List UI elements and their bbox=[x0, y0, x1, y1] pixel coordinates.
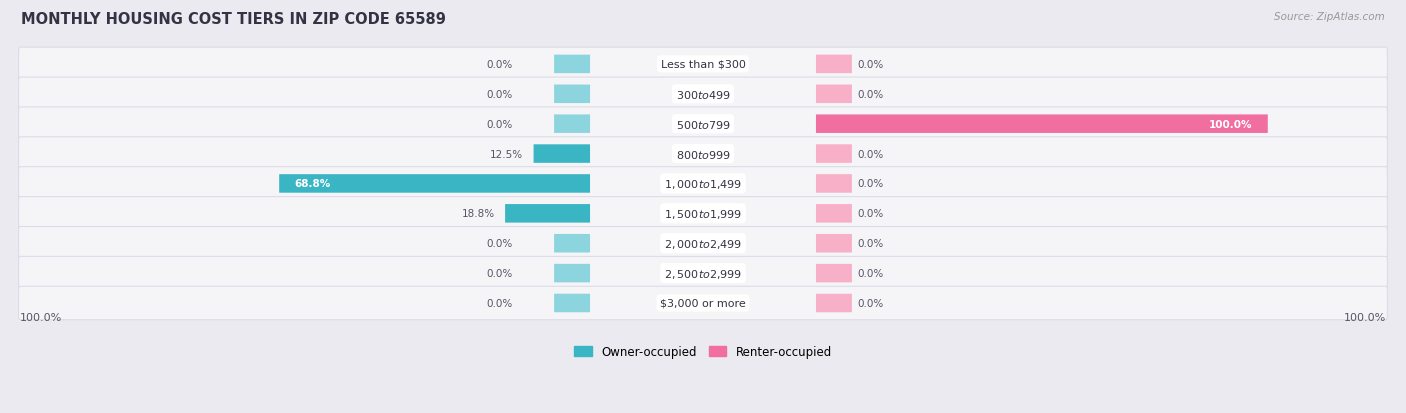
Text: 0.0%: 0.0% bbox=[858, 239, 883, 249]
Text: 0.0%: 0.0% bbox=[858, 179, 883, 189]
FancyBboxPatch shape bbox=[18, 138, 1388, 171]
Text: 0.0%: 0.0% bbox=[858, 298, 883, 308]
Legend: Owner-occupied, Renter-occupied: Owner-occupied, Renter-occupied bbox=[569, 341, 837, 363]
Text: Less than $300: Less than $300 bbox=[661, 60, 745, 70]
Text: 0.0%: 0.0% bbox=[858, 268, 883, 278]
FancyBboxPatch shape bbox=[18, 48, 1388, 81]
Text: 0.0%: 0.0% bbox=[486, 239, 513, 249]
Text: 0.0%: 0.0% bbox=[486, 298, 513, 308]
FancyBboxPatch shape bbox=[554, 235, 591, 253]
Text: $2,500 to $2,999: $2,500 to $2,999 bbox=[664, 267, 742, 280]
Text: $500 to $799: $500 to $799 bbox=[675, 119, 731, 131]
Text: 0.0%: 0.0% bbox=[486, 119, 513, 129]
FancyBboxPatch shape bbox=[554, 115, 591, 134]
Text: 0.0%: 0.0% bbox=[858, 60, 883, 70]
FancyBboxPatch shape bbox=[18, 287, 1388, 320]
Text: MONTHLY HOUSING COST TIERS IN ZIP CODE 65589: MONTHLY HOUSING COST TIERS IN ZIP CODE 6… bbox=[21, 12, 446, 27]
Text: 0.0%: 0.0% bbox=[858, 90, 883, 100]
FancyBboxPatch shape bbox=[280, 175, 591, 193]
Text: 68.8%: 68.8% bbox=[295, 179, 330, 189]
FancyBboxPatch shape bbox=[18, 167, 1388, 201]
Text: 12.5%: 12.5% bbox=[491, 149, 523, 159]
FancyBboxPatch shape bbox=[505, 204, 591, 223]
Text: 18.8%: 18.8% bbox=[461, 209, 495, 219]
FancyBboxPatch shape bbox=[554, 55, 591, 74]
FancyBboxPatch shape bbox=[18, 257, 1388, 290]
Text: 0.0%: 0.0% bbox=[486, 268, 513, 278]
Text: $300 to $499: $300 to $499 bbox=[675, 88, 731, 100]
FancyBboxPatch shape bbox=[815, 204, 852, 223]
FancyBboxPatch shape bbox=[815, 175, 852, 193]
FancyBboxPatch shape bbox=[815, 235, 852, 253]
FancyBboxPatch shape bbox=[815, 264, 852, 282]
FancyBboxPatch shape bbox=[815, 115, 1268, 134]
Text: 0.0%: 0.0% bbox=[858, 149, 883, 159]
Text: 0.0%: 0.0% bbox=[486, 60, 513, 70]
FancyBboxPatch shape bbox=[815, 55, 852, 74]
FancyBboxPatch shape bbox=[18, 227, 1388, 260]
Text: $3,000 or more: $3,000 or more bbox=[661, 298, 745, 308]
Text: $800 to $999: $800 to $999 bbox=[675, 148, 731, 160]
Text: 100.0%: 100.0% bbox=[20, 312, 62, 322]
FancyBboxPatch shape bbox=[815, 145, 852, 164]
Text: Source: ZipAtlas.com: Source: ZipAtlas.com bbox=[1274, 12, 1385, 22]
Text: 0.0%: 0.0% bbox=[858, 209, 883, 219]
Text: 100.0%: 100.0% bbox=[1209, 119, 1253, 129]
FancyBboxPatch shape bbox=[554, 264, 591, 282]
Text: $1,500 to $1,999: $1,500 to $1,999 bbox=[664, 207, 742, 220]
Text: $2,000 to $2,499: $2,000 to $2,499 bbox=[664, 237, 742, 250]
FancyBboxPatch shape bbox=[554, 85, 591, 104]
Text: 0.0%: 0.0% bbox=[486, 90, 513, 100]
FancyBboxPatch shape bbox=[18, 108, 1388, 141]
FancyBboxPatch shape bbox=[18, 78, 1388, 111]
Text: $1,000 to $1,499: $1,000 to $1,499 bbox=[664, 178, 742, 190]
FancyBboxPatch shape bbox=[18, 197, 1388, 230]
Text: 100.0%: 100.0% bbox=[1344, 312, 1386, 322]
FancyBboxPatch shape bbox=[815, 294, 852, 313]
FancyBboxPatch shape bbox=[533, 145, 591, 164]
FancyBboxPatch shape bbox=[554, 294, 591, 313]
FancyBboxPatch shape bbox=[815, 85, 852, 104]
